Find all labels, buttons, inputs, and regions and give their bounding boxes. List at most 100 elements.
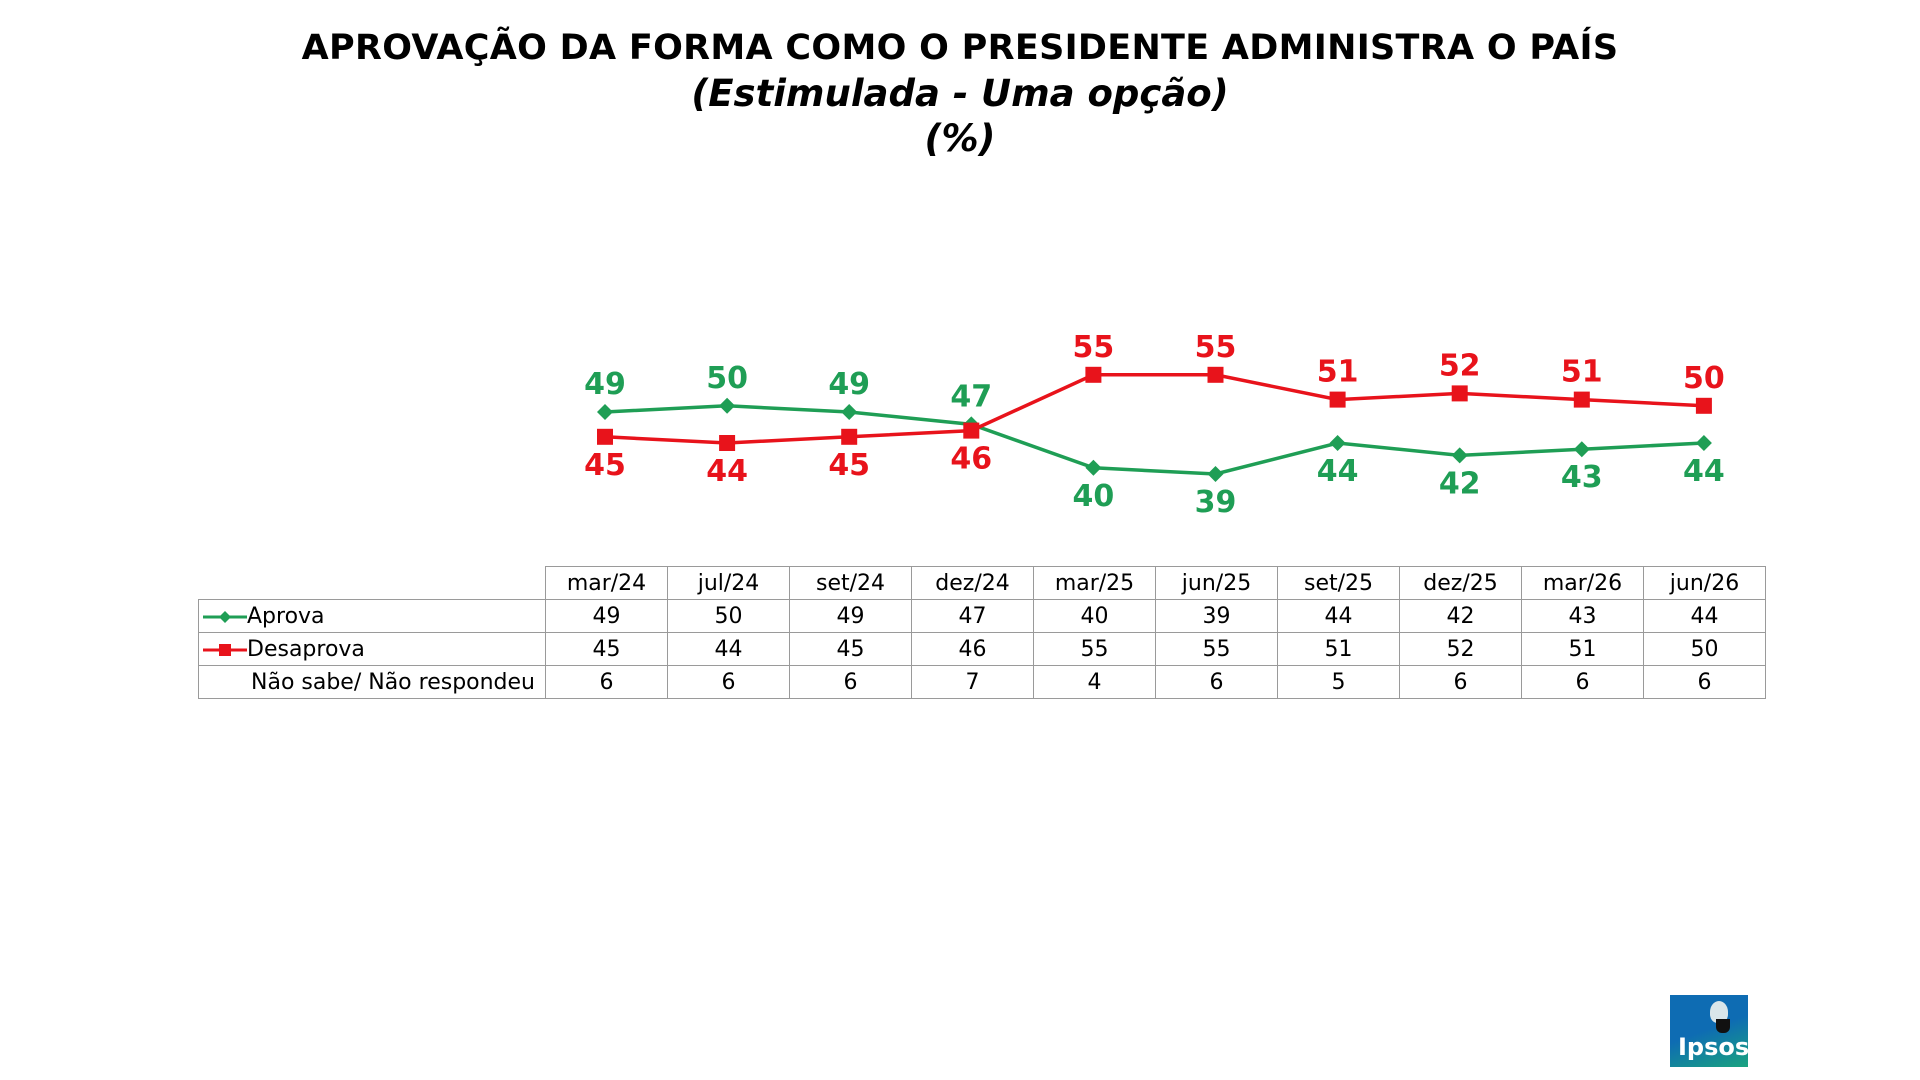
table-cell: 44 <box>667 632 790 666</box>
table-cell: 6 <box>1521 665 1644 699</box>
table-column-header: dez/25 <box>1399 566 1522 600</box>
table-cell: 4 <box>1033 665 1156 699</box>
data-label-desaprova: 55 <box>1073 330 1115 365</box>
table-cell: 52 <box>1399 632 1522 666</box>
data-point-aprova <box>1329 435 1346 451</box>
table-row-label: Não sabe/ Não respondeu <box>198 665 546 699</box>
data-label-aprova: 42 <box>1439 466 1481 501</box>
data-point-desaprova <box>841 428 858 445</box>
table-cell: 42 <box>1399 599 1522 633</box>
table-cell: 50 <box>1643 632 1766 666</box>
table-column-header: jun/26 <box>1643 566 1766 600</box>
ipsos-logo: Ipsos <box>1670 995 1748 1067</box>
table-cell: 39 <box>1155 599 1278 633</box>
table-row: Não sabe/ Não respondeu 6 6 6 7 4 6 5 6 6 6 <box>198 665 1766 699</box>
data-label-aprova: 43 <box>1561 460 1603 495</box>
table-cell: 45 <box>789 632 912 666</box>
table-cell: 6 <box>1155 665 1278 699</box>
data-point-desaprova <box>1573 391 1590 408</box>
data-label-aprova: 47 <box>950 379 992 414</box>
legend-key-none <box>203 674 251 692</box>
data-point-desaprova <box>1329 391 1346 408</box>
data-label-desaprova: 51 <box>1561 355 1603 390</box>
data-point-aprova <box>841 404 858 420</box>
data-label-desaprova: 52 <box>1439 348 1481 383</box>
data-point-desaprova <box>963 422 980 439</box>
data-label-desaprova: 55 <box>1195 330 1237 365</box>
chart-title-block: APROVAÇÃO DA FORMA COMO O PRESIDENTE ADM… <box>0 26 1920 161</box>
legend-key-desaprova <box>203 643 247 656</box>
data-label-desaprova: 45 <box>828 448 870 483</box>
data-point-aprova <box>597 404 613 420</box>
data-label-aprova: 40 <box>1073 479 1115 514</box>
data-label-desaprova: 44 <box>706 454 748 489</box>
data-label-aprova: 50 <box>706 361 748 396</box>
table-row: Aprova 49 50 49 47 40 39 44 42 43 44 <box>198 599 1766 633</box>
data-point-aprova <box>1207 466 1224 482</box>
data-point-aprova <box>1085 459 1102 476</box>
data-label-aprova: 44 <box>1317 454 1359 489</box>
data-point-aprova <box>1451 447 1468 464</box>
data-point-aprova <box>719 397 736 414</box>
series-line-aprova <box>604 404 1704 476</box>
data-label-aprova: 49 <box>828 367 870 402</box>
data-point-desaprova <box>1695 397 1712 414</box>
data-point-desaprova <box>1451 385 1468 402</box>
table-cell: 43 <box>1521 599 1644 633</box>
data-label-desaprova: 45 <box>584 448 626 483</box>
data-label-aprova: 49 <box>584 367 626 402</box>
table-cell: 44 <box>1277 599 1400 633</box>
chart-unit: (%) <box>924 117 996 160</box>
table-column-header: mar/25 <box>1033 566 1156 600</box>
data-label-aprova: 39 <box>1195 485 1237 520</box>
legend-key-aprova <box>203 610 247 623</box>
data-point-desaprova <box>597 428 613 445</box>
table-cell: 55 <box>1033 632 1156 666</box>
table-cell: 44 <box>1643 599 1766 633</box>
data-table: mar/24 jul/24 set/24 dez/24 mar/25 jun/25 set/… <box>198 566 1766 699</box>
table-row-label: Desaprova <box>198 632 546 666</box>
table-cell: 45 <box>545 632 668 666</box>
table-cell: 46 <box>911 632 1034 666</box>
table-cell: 6 <box>1399 665 1522 699</box>
line-chart: 49 50 49 47 40 39 44 42 43 44 45 44 45 46 55 55 51 52 51 50 <box>584 330 1725 520</box>
table-cell: 55 <box>1155 632 1278 666</box>
series-line-desaprova <box>604 373 1704 445</box>
logo-text: Ipsos <box>1678 1033 1748 1061</box>
chart-subtitle: (Estimulada - Uma opção) <box>691 72 1229 115</box>
data-label-desaprova: 50 <box>1683 361 1725 396</box>
table-cell: 40 <box>1033 599 1156 633</box>
table-header-row: mar/24 jul/24 set/24 dez/24 mar/25 jun/25 set/… <box>198 566 1766 600</box>
data-point-desaprova <box>1085 366 1102 383</box>
table-column-header: jun/25 <box>1155 566 1278 600</box>
chart-title: APROVAÇÃO DA FORMA COMO O PRESIDENTE ADM… <box>301 28 1619 68</box>
table-column-header: mar/24 <box>545 566 668 600</box>
data-point-desaprova <box>719 435 736 451</box>
data-label-desaprova: 51 <box>1317 355 1359 390</box>
data-label-aprova: 44 <box>1683 454 1725 489</box>
table-cell: 5 <box>1277 665 1400 699</box>
table-row: Desaprova 45 44 45 46 55 55 51 52 51 50 <box>198 632 1766 666</box>
table-cell: 49 <box>545 599 668 633</box>
data-point-desaprova <box>1207 366 1224 383</box>
table-column-header: dez/24 <box>911 566 1034 600</box>
table-cell: 47 <box>911 599 1034 633</box>
table-cell: 49 <box>789 599 912 633</box>
table-cell: 6 <box>667 665 790 699</box>
data-point-aprova <box>1695 435 1712 451</box>
table-column-header: mar/26 <box>1521 566 1644 600</box>
data-point-aprova <box>1573 441 1590 458</box>
table-corner <box>198 566 546 600</box>
table-row-label: Aprova <box>198 599 546 633</box>
table-cell: 6 <box>789 665 912 699</box>
table-cell: 7 <box>911 665 1034 699</box>
table-cell: 50 <box>667 599 790 633</box>
data-label-desaprova: 46 <box>950 442 992 477</box>
table-cell: 6 <box>1643 665 1766 699</box>
table-column-header: set/24 <box>789 566 912 600</box>
table-column-header: jul/24 <box>667 566 790 600</box>
table-cell: 51 <box>1521 632 1644 666</box>
table-cell: 6 <box>545 665 668 699</box>
table-cell: 51 <box>1277 632 1400 666</box>
table-column-header: set/25 <box>1277 566 1400 600</box>
